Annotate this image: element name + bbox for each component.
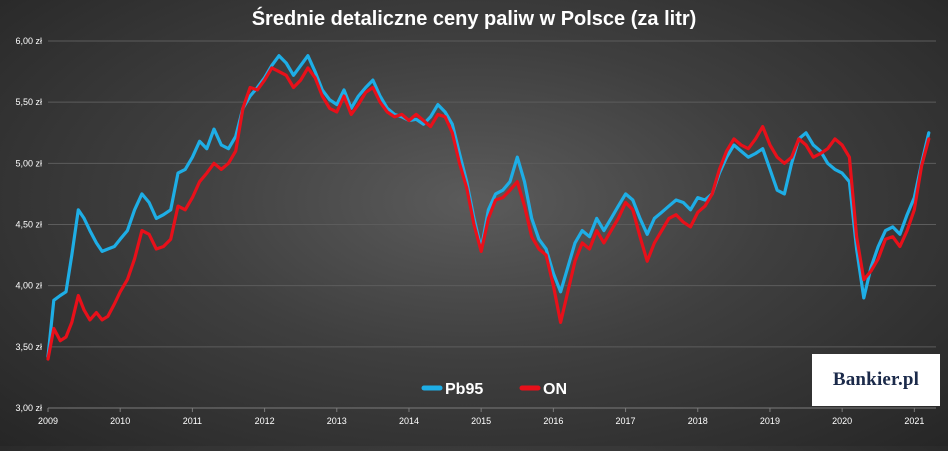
x-tick-label: 2010 [110,416,130,426]
x-tick-label: 2015 [471,416,491,426]
x-tick-label: 2013 [327,416,347,426]
y-axis: 3,00 zł 3,50 zł 4,00 zł 4,50 zł 5,00 zł 5,50 … [15,36,42,413]
x-tick-label: 2021 [904,416,924,426]
x-tick-label: 2019 [760,416,780,426]
x-tick-label: 2009 [38,416,58,426]
series-layer [46,54,931,361]
x-tick-label: 2020 [832,416,852,426]
x-tick-label: 2012 [255,416,275,426]
watermark-text: Bankier.pl [832,369,920,390]
y-tick-label: 4,50 zł [15,220,42,230]
y-tick-label: 3,50 zł [15,342,42,352]
legend-label-pb95: Pb95 [445,381,483,398]
series-line-on [46,66,931,361]
y-tick-label: 6,00 zł [15,36,42,46]
grid [48,40,936,409]
y-tick-label: 5,00 zł [15,158,42,168]
x-axis: 2009 2010 2011 2012 2013 2014 2015 2016 2017 2018… [38,407,936,426]
x-tick-label: 2011 [183,416,202,426]
legend: Pb95 ON [421,381,567,398]
chart-title: Średnie detaliczne ceny paliw w Polsce (… [252,6,697,30]
x-tick-label: 2018 [688,416,708,426]
legend-label-on: ON [543,381,567,398]
y-tick-label: 5,50 zł [15,97,42,107]
x-tick-label: 2016 [543,416,563,426]
x-tick-label: 2014 [399,416,419,426]
y-tick-label: 4,00 zł [15,281,42,291]
bankier-logo: Bankier.pl [812,354,940,406]
x-tick-label: 2017 [616,416,636,426]
y-tick-label: 3,00 zł [15,403,42,413]
